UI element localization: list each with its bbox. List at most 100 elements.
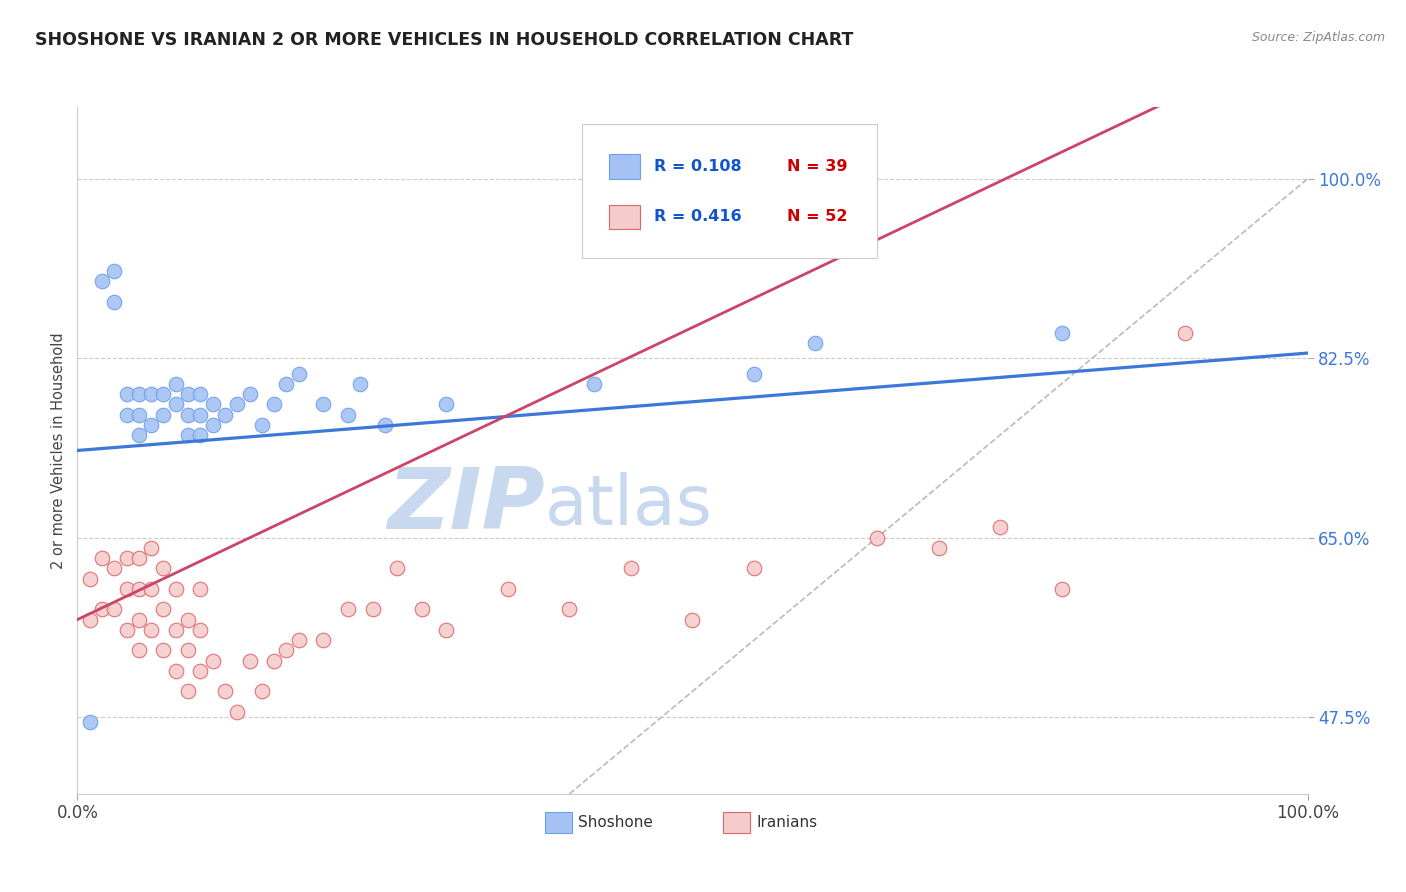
Point xyxy=(141,582,163,596)
Point xyxy=(188,664,212,678)
Point xyxy=(1050,326,1073,340)
Point xyxy=(312,633,335,648)
Point xyxy=(742,561,765,575)
Text: Iranians: Iranians xyxy=(756,815,817,830)
Point xyxy=(188,387,212,401)
Point xyxy=(177,684,200,698)
Point xyxy=(90,274,114,288)
Point xyxy=(103,264,125,278)
Point xyxy=(128,408,150,422)
Text: N = 39: N = 39 xyxy=(787,160,848,174)
Point xyxy=(152,602,174,616)
Point xyxy=(620,561,643,575)
Point xyxy=(141,541,163,555)
Point xyxy=(115,408,138,422)
Point xyxy=(263,397,285,411)
Point xyxy=(165,376,187,391)
Point xyxy=(152,408,174,422)
Point xyxy=(103,602,125,616)
Text: SHOSHONE VS IRANIAN 2 OR MORE VEHICLES IN HOUSEHOLD CORRELATION CHART: SHOSHONE VS IRANIAN 2 OR MORE VEHICLES I… xyxy=(35,31,853,49)
Point xyxy=(288,633,311,648)
Point xyxy=(337,408,360,422)
Text: Source: ZipAtlas.com: Source: ZipAtlas.com xyxy=(1251,31,1385,45)
Point xyxy=(141,623,163,637)
Point xyxy=(201,654,224,668)
Point xyxy=(214,408,236,422)
Point xyxy=(141,387,163,401)
Text: R = 0.416: R = 0.416 xyxy=(654,210,742,225)
Point xyxy=(436,397,458,411)
Point xyxy=(79,572,101,586)
Point xyxy=(103,561,125,575)
Point xyxy=(361,602,384,616)
Point xyxy=(742,367,765,381)
Point xyxy=(115,387,138,401)
Point xyxy=(276,643,298,657)
Point xyxy=(682,613,704,627)
Point xyxy=(804,335,827,350)
Point xyxy=(115,623,138,637)
Point xyxy=(374,417,396,432)
Point xyxy=(128,643,150,657)
Point xyxy=(188,623,212,637)
Point xyxy=(152,561,174,575)
Point xyxy=(188,582,212,596)
Point xyxy=(201,397,224,411)
Point xyxy=(177,428,200,442)
Point xyxy=(226,397,249,411)
Point xyxy=(226,705,249,719)
Bar xyxy=(546,813,572,833)
Point xyxy=(115,551,138,566)
Point xyxy=(177,643,200,657)
Point xyxy=(349,376,371,391)
FancyBboxPatch shape xyxy=(582,124,877,258)
Point xyxy=(79,715,101,730)
Point xyxy=(250,684,273,698)
Point xyxy=(115,582,138,596)
Point xyxy=(128,582,150,596)
Point xyxy=(558,602,581,616)
Point xyxy=(165,397,187,411)
Point xyxy=(152,643,174,657)
Point xyxy=(1050,582,1073,596)
Point xyxy=(128,428,150,442)
Point xyxy=(177,613,200,627)
Point xyxy=(263,654,285,668)
Point xyxy=(312,397,335,411)
Point xyxy=(165,582,187,596)
Point xyxy=(177,387,200,401)
Y-axis label: 2 or more Vehicles in Household: 2 or more Vehicles in Household xyxy=(51,332,66,569)
Bar xyxy=(609,204,640,229)
Point xyxy=(239,387,262,401)
Point xyxy=(90,551,114,566)
Point xyxy=(385,561,409,575)
Text: Shoshone: Shoshone xyxy=(578,815,652,830)
Bar xyxy=(609,154,640,179)
Bar xyxy=(723,813,751,833)
Point xyxy=(988,520,1011,534)
Point xyxy=(288,367,311,381)
Point xyxy=(214,684,236,698)
Point xyxy=(239,654,262,668)
Point xyxy=(79,613,101,627)
Text: R = 0.108: R = 0.108 xyxy=(654,160,742,174)
Point xyxy=(928,541,950,555)
Point xyxy=(436,623,458,637)
Point xyxy=(103,294,125,309)
Point xyxy=(165,664,187,678)
Point xyxy=(201,417,224,432)
Point xyxy=(250,417,273,432)
Point xyxy=(188,408,212,422)
Point xyxy=(177,408,200,422)
Point xyxy=(152,387,174,401)
Point xyxy=(1174,326,1197,340)
Point xyxy=(188,428,212,442)
Point xyxy=(583,376,606,391)
Text: atlas: atlas xyxy=(546,472,713,539)
Point xyxy=(90,602,114,616)
Point xyxy=(128,613,150,627)
Point xyxy=(128,387,150,401)
Text: N = 52: N = 52 xyxy=(787,210,848,225)
Point xyxy=(496,582,519,596)
Point xyxy=(141,417,163,432)
